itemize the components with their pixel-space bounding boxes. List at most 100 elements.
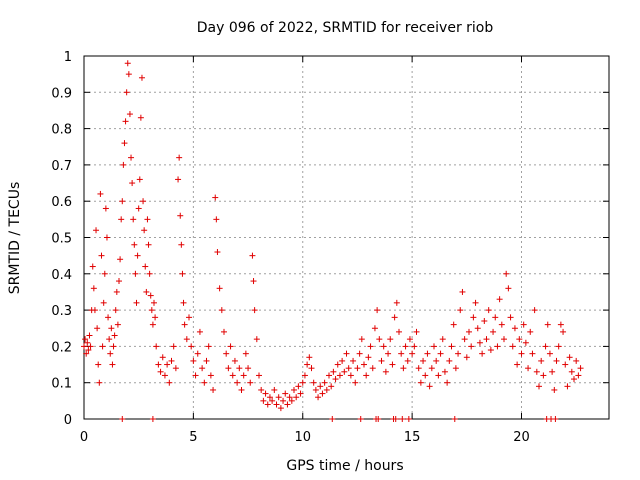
data-point	[402, 343, 409, 350]
data-point	[122, 118, 129, 125]
data-point	[168, 357, 175, 364]
data-point	[575, 372, 582, 379]
data-point	[203, 357, 210, 364]
data-point	[234, 379, 241, 386]
y-tick-label: 0.9	[51, 86, 72, 101]
data-point	[286, 394, 293, 401]
data-point	[411, 343, 418, 350]
data-point	[159, 354, 166, 361]
data-point	[196, 328, 203, 335]
data-point	[310, 379, 317, 386]
data-point	[225, 365, 232, 372]
data-point	[304, 361, 311, 368]
data-point	[312, 386, 319, 393]
data-point	[466, 328, 472, 335]
data-point	[345, 365, 352, 372]
data-point	[166, 379, 173, 386]
data-point	[90, 285, 97, 292]
data-point	[250, 278, 257, 285]
data-point	[133, 299, 140, 306]
data-point	[413, 328, 420, 335]
data-point	[428, 365, 435, 372]
data-point	[400, 365, 407, 372]
data-point	[433, 357, 440, 364]
data-point	[99, 343, 106, 350]
data-point	[85, 347, 92, 354]
data-point	[236, 365, 243, 372]
data-point	[249, 252, 256, 259]
data-point	[194, 350, 201, 357]
x-tick-label: 5	[189, 430, 197, 445]
data-point	[149, 416, 156, 422]
data-point	[435, 372, 442, 379]
data-point	[406, 336, 413, 343]
data-point	[546, 350, 553, 357]
data-point	[378, 357, 385, 364]
data-point	[487, 347, 494, 354]
data-point	[568, 368, 575, 375]
data-point	[143, 288, 150, 295]
data-point	[141, 227, 148, 234]
data-point	[242, 350, 249, 357]
y-tick-label: 0.7	[51, 159, 72, 174]
data-point	[116, 278, 122, 285]
data-point	[527, 328, 534, 335]
data-point	[552, 416, 559, 422]
data-point	[444, 379, 451, 386]
data-point	[336, 372, 343, 379]
data-point	[463, 354, 470, 361]
data-point	[98, 252, 105, 259]
data-point	[415, 365, 422, 372]
data-point	[470, 314, 477, 321]
data-point	[151, 299, 157, 306]
data-point	[136, 176, 143, 183]
data-point	[199, 365, 206, 372]
data-point	[494, 343, 501, 350]
data-point	[332, 376, 339, 383]
data-point	[152, 314, 159, 321]
data-point	[540, 372, 547, 379]
data-point	[186, 314, 192, 321]
x-tick-label: 20	[513, 430, 530, 445]
data-point	[218, 307, 225, 314]
data-point	[223, 350, 230, 357]
data-point	[439, 336, 446, 343]
data-point	[566, 354, 573, 361]
data-point	[522, 339, 529, 346]
x-tick-label: 0	[80, 430, 88, 445]
data-point	[328, 383, 335, 390]
data-point	[273, 401, 280, 408]
data-point	[120, 161, 127, 168]
data-point	[245, 365, 252, 372]
data-point	[501, 336, 507, 343]
data-point	[100, 299, 107, 306]
data-point	[375, 416, 382, 422]
data-point	[96, 379, 103, 386]
data-point	[188, 343, 195, 350]
data-point	[329, 416, 336, 422]
data-point	[253, 336, 260, 343]
data-point	[317, 383, 324, 390]
data-point	[474, 325, 481, 332]
data-point	[179, 270, 186, 277]
data-point	[212, 194, 219, 201]
data-point	[271, 386, 278, 393]
data-point	[132, 270, 139, 277]
data-point	[109, 361, 116, 368]
data-point	[468, 343, 475, 350]
data-point	[459, 288, 466, 295]
data-point	[148, 307, 155, 314]
data-point	[262, 390, 269, 397]
data-point	[392, 416, 399, 422]
data-point	[509, 343, 516, 350]
data-point	[181, 321, 188, 328]
data-point	[131, 241, 138, 248]
grid-lines	[84, 56, 609, 419]
data-point	[238, 386, 245, 393]
data-point	[291, 386, 297, 393]
data-point	[213, 216, 220, 223]
data-point	[380, 343, 387, 350]
data-point	[157, 368, 164, 375]
data-point	[142, 263, 149, 270]
